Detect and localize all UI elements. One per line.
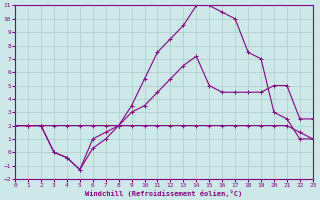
X-axis label: Windchill (Refroidissement éolien,°C): Windchill (Refroidissement éolien,°C) [85,190,243,197]
